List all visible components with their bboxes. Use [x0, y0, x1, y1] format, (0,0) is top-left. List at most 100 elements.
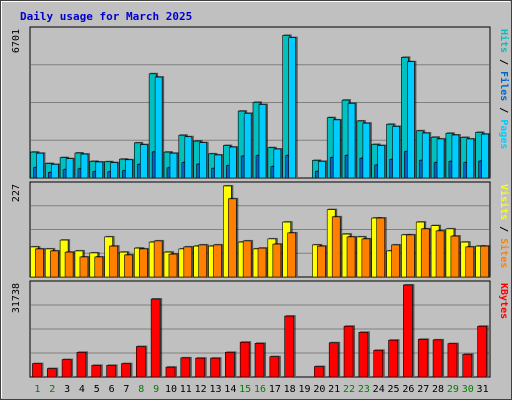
bar-kbytes-day-29 — [447, 343, 458, 378]
bar-pages-day-6 — [110, 162, 118, 179]
bar-pages-day-24 — [377, 145, 386, 179]
bar-sites-day-8 — [138, 248, 148, 278]
bar-sites-day-9 — [153, 240, 163, 278]
day-label-31: 31 — [477, 384, 489, 395]
bar-kbytes-day-18 — [284, 315, 294, 378]
bar-pages-day-25 — [392, 126, 400, 179]
bar-sites-day-6 — [109, 245, 118, 278]
bar-kbytes-day-10 — [165, 366, 176, 378]
bar-pages-day-1 — [36, 152, 44, 179]
bar-sites-day-20 — [317, 245, 326, 278]
bar-sites-day-3 — [64, 251, 74, 278]
legend-separator: / — [498, 53, 509, 71]
bar-kbytes-day-7 — [121, 363, 131, 378]
bar-sites-day-22 — [346, 236, 356, 278]
bar-kbytes-day-24 — [373, 350, 384, 378]
day-label-26: 26 — [402, 384, 414, 395]
bar-pages-day-9 — [154, 76, 163, 179]
bar-kbytes-day-5 — [91, 365, 102, 378]
bar-pages-day-10 — [169, 152, 178, 179]
bar-sites-day-31 — [480, 245, 489, 278]
legend-visits: Visits — [498, 184, 510, 220]
day-label-6: 6 — [109, 384, 115, 395]
bar-pages-day-12 — [199, 142, 207, 179]
bar-kbytes-day-21 — [328, 342, 339, 378]
legend-separator: / — [498, 101, 509, 119]
day-label-30: 30 — [462, 384, 474, 395]
bar-pages-day-15 — [243, 112, 252, 179]
bar-pages-day-21 — [332, 119, 341, 179]
day-label-27: 27 — [417, 384, 429, 395]
day-label-17: 17 — [269, 384, 281, 395]
day-label-21: 21 — [328, 384, 340, 395]
bar-sites-day-18 — [287, 232, 296, 278]
y-axis-max-label: 6701 — [11, 29, 22, 53]
bar-sites-day-26 — [406, 234, 415, 278]
bar-pages-day-23 — [362, 122, 371, 179]
bar-sites-day-7 — [124, 254, 133, 278]
bar-pages-day-13 — [214, 154, 222, 179]
bar-sites-day-11 — [183, 246, 193, 278]
bar-sites-day-23 — [361, 238, 371, 278]
bar-pages-day-14 — [229, 146, 237, 179]
day-label-24: 24 — [373, 384, 385, 395]
day-label-13: 13 — [209, 384, 221, 395]
bar-kbytes-day-8 — [135, 346, 146, 378]
day-label-18: 18 — [284, 384, 296, 395]
bar-sites-day-1 — [35, 248, 44, 278]
bar-kbytes-day-28 — [432, 339, 443, 378]
day-label-25: 25 — [388, 384, 400, 395]
bar-pages-day-4 — [80, 153, 89, 179]
bar-sites-day-27 — [420, 228, 430, 278]
day-label-1: 1 — [34, 384, 40, 395]
day-label-8: 8 — [138, 384, 144, 395]
day-label-22: 22 — [343, 384, 355, 395]
bar-kbytes-day-4 — [76, 352, 87, 378]
day-label-15: 15 — [239, 384, 251, 395]
panel-visits_sites: 227 Visits / Sites — [11, 181, 510, 278]
day-label-3: 3 — [64, 384, 70, 395]
panel-hits_files_pages: 6701 Hits / Files / Pages — [11, 26, 510, 179]
bar-sites-day-24 — [376, 217, 386, 278]
day-label-14: 14 — [224, 384, 236, 395]
bar-kbytes-day-25 — [388, 339, 398, 378]
bar-sites-day-4 — [79, 256, 89, 278]
day-label-4: 4 — [79, 384, 85, 395]
series-legend-label: Hits / Files / Pages — [498, 29, 510, 149]
bar-kbytes-day-17 — [269, 356, 280, 378]
bar-pages-day-26 — [407, 61, 415, 179]
y-axis-max-label: 31738 — [11, 283, 22, 313]
y-axis-max-label: 227 — [11, 184, 22, 202]
legend-kbytes: KBytes — [498, 283, 509, 319]
series-legend-label: KBytes — [498, 283, 509, 319]
day-label-23: 23 — [358, 384, 370, 395]
day-label-5: 5 — [94, 384, 100, 395]
bar-kbytes-day-20 — [314, 366, 324, 378]
day-label-19: 19 — [298, 384, 310, 395]
bar-sites-day-10 — [168, 253, 178, 278]
bar-pages-day-18 — [288, 37, 296, 179]
x-axis-day-labels: 1 2 3 4 5 6 7 8 9 10 11 12 13 14 15 16 17 18 19 20 21 22 23 24 2… — [34, 384, 488, 395]
legend-files: Files — [498, 71, 510, 101]
bar-pages-day-31 — [481, 133, 489, 179]
bar-pages-day-16 — [258, 104, 267, 179]
bar-kbytes-day-15 — [239, 341, 250, 378]
bar-kbytes-day-16 — [254, 343, 265, 378]
bar-kbytes-day-22 — [343, 325, 354, 378]
legend-pages: Pages — [498, 119, 509, 149]
bar-kbytes-day-3 — [61, 359, 72, 378]
day-label-10: 10 — [165, 384, 177, 395]
bar-kbytes-day-11 — [180, 357, 191, 378]
bar-kbytes-day-23 — [358, 332, 369, 378]
bar-pages-day-17 — [273, 148, 282, 179]
bar-kbytes-day-2 — [46, 368, 57, 378]
bar-pages-day-8 — [139, 144, 148, 179]
bar-sites-day-2 — [49, 250, 59, 278]
legend-separator: / — [498, 220, 509, 238]
bar-kbytes-day-12 — [195, 357, 205, 378]
day-label-20: 20 — [313, 384, 325, 395]
panel-kbytes: 31738 KBytes — [11, 280, 509, 378]
bar-kbytes-day-31 — [477, 325, 487, 378]
